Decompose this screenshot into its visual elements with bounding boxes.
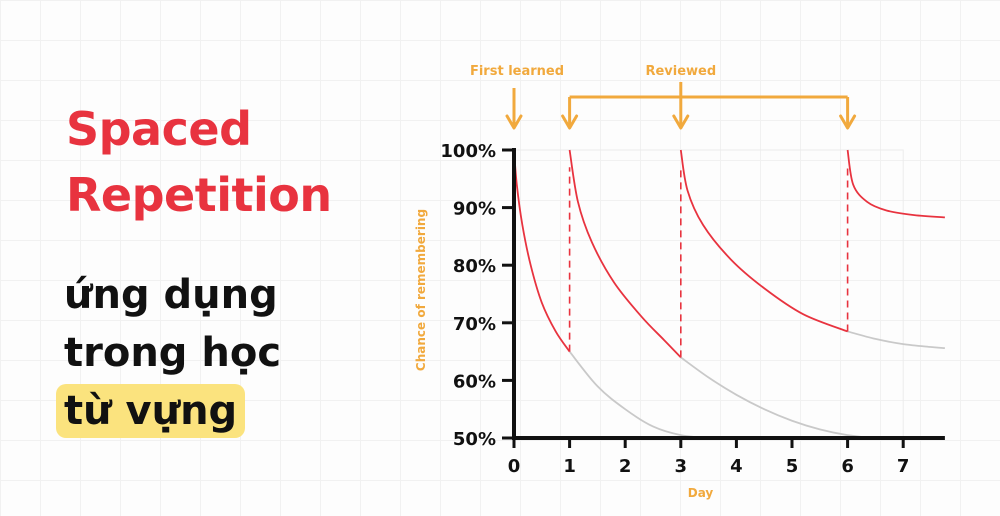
first-learned-label: First learned: [470, 64, 564, 79]
memory-curve-3: [679, 149, 848, 333]
memory-curve-4: [846, 149, 945, 219]
reviewed-arrow-head-3: [839, 114, 857, 130]
y-tick-label: 100%: [440, 141, 496, 162]
y-tick-label: 70%: [453, 314, 496, 335]
x-tick-label: 2: [619, 456, 632, 477]
subtitle-line-2: trong học: [64, 330, 282, 376]
memory-curve-2: [568, 149, 682, 358]
memory-curve-1: [513, 149, 571, 353]
reviewed-arrow-head-2: [672, 114, 690, 130]
reviewed-arrow-head-1: [561, 114, 579, 130]
plot-frame: [513, 149, 904, 439]
forgetting-curve-gray-1: [568, 351, 737, 440]
reviewed-label: Reviewed: [645, 64, 716, 79]
subtitle: ứng dụng trong học từ vựng: [56, 266, 282, 440]
headline-line-1: Spaced: [66, 102, 252, 156]
x-axis-label: Day: [688, 486, 714, 500]
x-tick-label: 4: [730, 456, 743, 477]
x-tick-label: 7: [897, 456, 910, 477]
x-tick-label: 5: [786, 456, 799, 477]
x-tick-label: 6: [841, 456, 854, 477]
x-tick-label: 3: [675, 456, 688, 477]
y-tick-label: 60%: [453, 371, 496, 392]
x-tick-label: 0: [508, 456, 521, 477]
x-tick-label: 1: [563, 456, 576, 477]
y-tick-label: 50%: [453, 429, 496, 450]
y-axis-label: Chance of remembering: [414, 209, 428, 371]
headline: Spaced Repetition: [66, 96, 332, 228]
first-learned-arrow-head: [505, 114, 523, 130]
y-tick-label: 80%: [453, 256, 496, 277]
subtitle-highlight: từ vựng: [56, 384, 246, 438]
forgetting-curve-gray-3: [847, 330, 945, 350]
y-tick-label: 90%: [453, 199, 496, 220]
forgetting-curve-gray-2: [680, 356, 904, 440]
subtitle-line-1: ứng dụng: [64, 272, 278, 318]
headline-line-2: Repetition: [66, 168, 332, 222]
